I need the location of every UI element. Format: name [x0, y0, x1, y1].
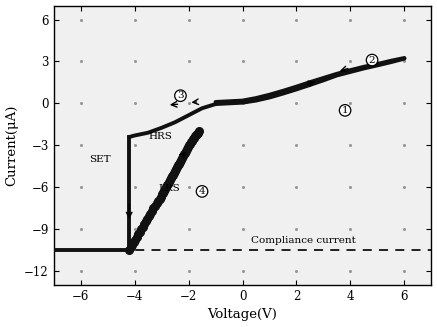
Text: 4: 4	[199, 187, 205, 196]
X-axis label: Voltage(V): Voltage(V)	[208, 308, 277, 321]
Y-axis label: Current(μA): Current(μA)	[6, 105, 18, 186]
Text: Compliance current: Compliance current	[250, 236, 355, 245]
Text: SET: SET	[89, 155, 110, 164]
Text: LRS: LRS	[159, 184, 180, 193]
Text: 2: 2	[369, 56, 375, 64]
Text: HRS: HRS	[148, 132, 172, 141]
Text: 3: 3	[177, 91, 184, 100]
Text: 1: 1	[342, 106, 348, 115]
